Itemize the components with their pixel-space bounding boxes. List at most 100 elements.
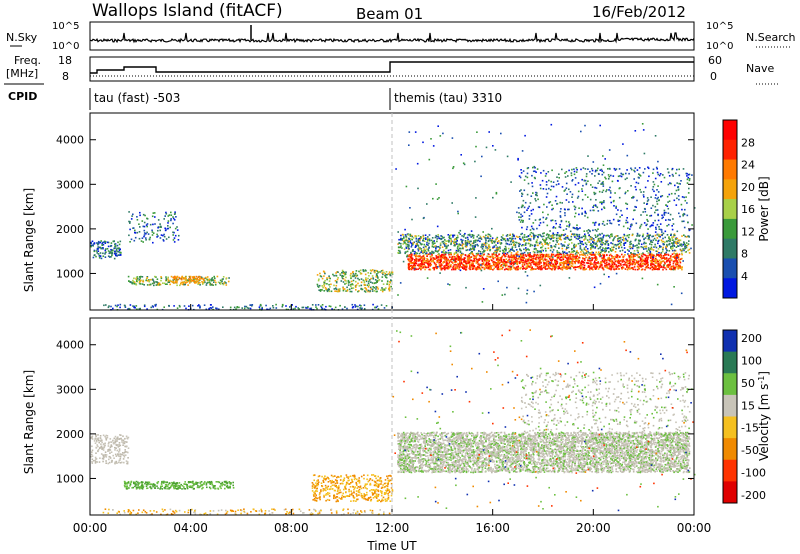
power-echo: [675, 256, 677, 258]
power-echo: [651, 261, 653, 263]
power-echo: [649, 251, 652, 253]
power-echo: [367, 290, 369, 293]
power-echo: [435, 246, 437, 249]
power-echo: [572, 249, 575, 252]
power-echo: [178, 277, 181, 280]
power-echo: [143, 305, 146, 308]
power-echo: [610, 242, 612, 244]
power-echo: [342, 277, 345, 280]
power-echo: [557, 265, 559, 268]
power-echo: [488, 131, 490, 133]
power-echo: [555, 260, 558, 262]
power-echo: [423, 259, 425, 262]
power-echo: [576, 197, 579, 199]
power-echo: [450, 239, 452, 241]
power-echo: [371, 290, 374, 292]
power-echo: [452, 234, 455, 237]
power-echo: [585, 182, 588, 185]
power-echo: [187, 279, 189, 281]
power-echo: [591, 244, 594, 246]
power-echo: [487, 247, 490, 250]
power-echo: [115, 252, 118, 255]
power-echo: [374, 282, 376, 284]
power-echo: [113, 257, 116, 260]
power-echo: [668, 242, 671, 245]
power-echo: [693, 207, 696, 209]
power-echo: [647, 166, 649, 169]
power-echo: [487, 237, 489, 239]
power-echo: [522, 199, 525, 202]
power-echo: [539, 260, 542, 263]
power-echo: [431, 244, 434, 246]
power-echo: [162, 240, 165, 242]
power-echo: [418, 252, 421, 255]
power-echo: [437, 257, 440, 259]
power-echo: [410, 238, 412, 240]
power-echo: [582, 235, 585, 238]
power-echo: [655, 166, 658, 169]
power-echo: [499, 246, 501, 248]
power-echo: [573, 168, 575, 170]
power-echo: [530, 235, 533, 238]
power-echo: [686, 202, 688, 204]
power-echo: [649, 243, 651, 245]
power-echo: [133, 239, 136, 242]
power-echo: [496, 262, 499, 264]
power-echo: [647, 238, 650, 241]
power-echo: [511, 254, 514, 257]
power-echo: [334, 306, 337, 309]
power-echo: [546, 192, 549, 195]
power-echo: [674, 184, 676, 187]
power-echo: [642, 171, 645, 174]
power-echo: [584, 210, 586, 213]
power-echo: [514, 237, 517, 240]
power-echo: [518, 175, 521, 177]
power-echo: [533, 251, 536, 254]
power-echo: [664, 230, 667, 233]
power-echo: [582, 253, 585, 255]
power-echo: [676, 197, 678, 200]
power-echo: [116, 244, 119, 247]
power-echo: [399, 250, 401, 252]
power-echo: [432, 243, 435, 245]
power-echo: [622, 173, 625, 176]
power-echo: [582, 263, 584, 266]
power-echo: [433, 240, 435, 242]
power-echo: [564, 256, 567, 259]
power-echo: [541, 253, 543, 256]
power-echo: [548, 237, 551, 240]
power-echo: [95, 255, 97, 258]
power-echo: [138, 237, 141, 240]
power-echo: [594, 256, 597, 258]
power-echo: [517, 268, 519, 271]
power-echo: [548, 179, 550, 182]
power-echo: [90, 244, 92, 247]
power-echo: [165, 213, 168, 215]
power-echo: [656, 209, 659, 211]
power-echo: [401, 233, 404, 236]
power-echo: [577, 195, 580, 198]
power-echo: [498, 253, 500, 256]
power-echo: [626, 234, 629, 237]
power-echo: [436, 259, 438, 262]
power-echo: [425, 252, 428, 254]
power-echo: [343, 271, 346, 274]
power-echo: [434, 258, 437, 260]
power-echo: [612, 266, 615, 268]
power-echo: [602, 247, 604, 249]
power-echo: [389, 281, 391, 283]
power-echo: [568, 263, 571, 265]
power-echo: [684, 246, 686, 248]
power-echo: [473, 248, 475, 250]
power-echo: [139, 211, 141, 214]
power-echo: [494, 240, 496, 243]
power-echo: [524, 254, 527, 256]
power-echo: [583, 253, 586, 255]
power-echo: [527, 257, 530, 260]
power-echo: [577, 252, 580, 254]
power-echo: [344, 283, 346, 285]
power-echo: [669, 261, 671, 264]
power-echo: [475, 268, 478, 271]
power-echo: [655, 255, 657, 258]
power-echo: [602, 243, 605, 245]
